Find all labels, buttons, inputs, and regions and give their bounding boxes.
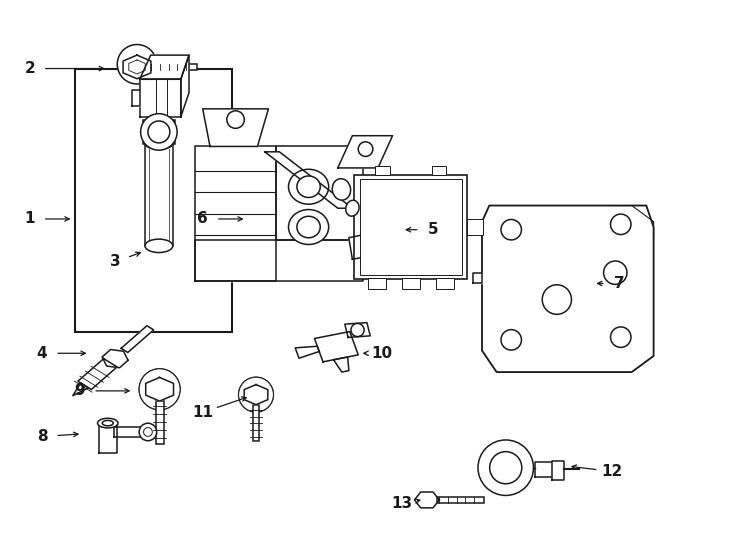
Circle shape — [227, 111, 244, 129]
Polygon shape — [345, 322, 370, 338]
Bar — [437, 497, 484, 503]
Circle shape — [490, 451, 522, 484]
Circle shape — [351, 323, 364, 336]
Ellipse shape — [346, 200, 359, 216]
Circle shape — [501, 329, 521, 350]
Polygon shape — [338, 136, 393, 168]
Circle shape — [139, 369, 180, 410]
Polygon shape — [73, 383, 89, 396]
Text: 6: 6 — [197, 212, 208, 226]
Circle shape — [141, 114, 177, 150]
Text: 7: 7 — [614, 276, 624, 291]
Text: 9: 9 — [75, 383, 85, 399]
Text: 5: 5 — [427, 222, 438, 237]
Ellipse shape — [102, 421, 113, 426]
Bar — [468, 219, 484, 235]
Polygon shape — [181, 55, 189, 117]
Polygon shape — [552, 461, 564, 480]
Circle shape — [139, 423, 156, 441]
Circle shape — [239, 377, 273, 412]
Polygon shape — [121, 326, 153, 353]
Circle shape — [603, 261, 627, 285]
Polygon shape — [333, 357, 349, 372]
Polygon shape — [314, 332, 358, 362]
Polygon shape — [146, 377, 173, 401]
Polygon shape — [473, 273, 482, 284]
Ellipse shape — [363, 239, 378, 253]
Polygon shape — [349, 232, 382, 259]
Polygon shape — [276, 146, 363, 240]
Bar — [156, 401, 164, 444]
Text: 13: 13 — [391, 496, 413, 511]
Bar — [402, 278, 420, 289]
Circle shape — [358, 142, 373, 157]
Polygon shape — [139, 79, 181, 117]
Polygon shape — [78, 359, 117, 389]
Text: 11: 11 — [192, 405, 213, 420]
Ellipse shape — [145, 138, 172, 149]
Text: 2: 2 — [24, 61, 35, 76]
Bar — [145, 144, 172, 246]
Bar — [368, 278, 385, 289]
Ellipse shape — [297, 217, 320, 238]
Bar — [150, 64, 197, 70]
Ellipse shape — [98, 418, 118, 428]
Polygon shape — [415, 492, 439, 508]
Ellipse shape — [542, 285, 572, 314]
Circle shape — [144, 428, 153, 436]
Text: 12: 12 — [601, 464, 622, 479]
Polygon shape — [363, 176, 393, 240]
Circle shape — [478, 440, 534, 495]
Bar — [143, 119, 175, 144]
Text: 10: 10 — [371, 346, 392, 361]
Bar — [360, 179, 462, 275]
Polygon shape — [295, 346, 319, 358]
Polygon shape — [139, 55, 189, 79]
Circle shape — [501, 219, 521, 240]
Polygon shape — [203, 109, 269, 146]
Polygon shape — [99, 423, 117, 453]
Ellipse shape — [333, 179, 351, 200]
Ellipse shape — [297, 176, 320, 198]
Bar — [355, 174, 468, 279]
Circle shape — [148, 121, 170, 143]
Circle shape — [611, 327, 631, 347]
Polygon shape — [123, 55, 151, 79]
Text: 3: 3 — [110, 254, 120, 269]
Circle shape — [611, 214, 631, 234]
Bar — [75, 69, 232, 332]
Polygon shape — [244, 384, 268, 404]
Polygon shape — [265, 152, 352, 208]
Bar — [432, 166, 446, 174]
Text: 8: 8 — [37, 429, 48, 444]
Polygon shape — [195, 146, 276, 281]
Polygon shape — [195, 240, 363, 281]
Ellipse shape — [288, 210, 329, 245]
Text: 4: 4 — [37, 346, 48, 361]
Text: 1: 1 — [24, 212, 35, 226]
Ellipse shape — [145, 239, 172, 253]
Bar — [252, 404, 259, 441]
Circle shape — [239, 377, 273, 412]
Polygon shape — [482, 206, 653, 372]
Circle shape — [139, 369, 180, 410]
Ellipse shape — [288, 169, 329, 204]
Polygon shape — [114, 427, 148, 436]
Polygon shape — [535, 462, 561, 477]
Polygon shape — [102, 349, 128, 368]
Bar — [375, 166, 390, 174]
Bar — [436, 278, 454, 289]
Circle shape — [117, 44, 156, 84]
Polygon shape — [131, 90, 139, 106]
